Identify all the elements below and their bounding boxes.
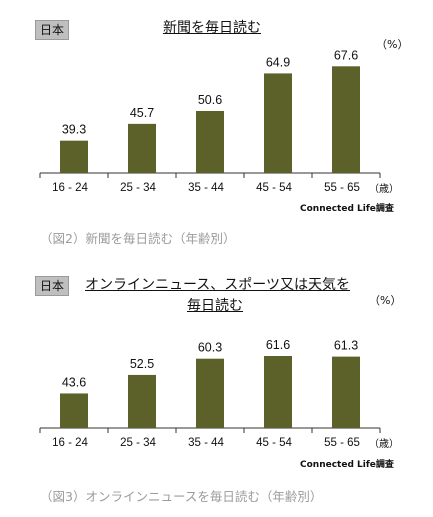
bar [60,393,88,428]
region-label: 日本 [35,276,70,296]
unit-label: （%） [369,294,402,307]
bar [196,358,224,428]
bar [332,66,360,173]
x-unit-label: （歳） [369,438,399,450]
data-label: 39.3 [62,123,86,137]
chart-title-line-1: オンラインニュース、スポーツ又は天気を [85,277,351,293]
data-label: 64.9 [266,55,290,69]
data-label: 43.6 [62,375,86,389]
region-label: 日本 [35,20,70,40]
data-label: 60.3 [198,341,222,355]
data-label: 45.7 [130,106,154,120]
x-tick-label: 45 - 54 [256,182,292,194]
source-label: Connected Life調査 [300,204,394,214]
x-tick-label: 55 - 65 [324,182,360,194]
x-tick-label: 35 - 44 [188,437,224,449]
chart-title-line: 新聞を毎日読む [163,20,261,36]
bar [60,140,88,173]
x-tick-label: 16 - 24 [52,182,88,194]
figure-caption: （図2）新聞を毎日読む（年齢別） [40,231,236,246]
chart-panel-2: 日本 オンラインニュース、スポーツ又は天気を 毎日読む （%） 43.6 16 -… [0,266,433,517]
x-unit-label: （歳） [369,183,399,195]
bar [128,123,156,173]
chart-panel-1: 日本 新聞を毎日読む （%） 39.3 16 - 24 45.7 25 - 34 50.… [0,0,433,250]
x-tick-label: 16 - 24 [52,437,88,449]
x-tick-label: 25 - 34 [120,182,156,194]
chart-title: 新聞を毎日読む [163,17,261,37]
bar [264,73,292,173]
source-label: Connected Life調査 [300,460,394,470]
bar [332,356,360,428]
bar [264,355,292,428]
bar-chart: 43.6 16 - 24 52.5 25 - 34 60.3 35 - 44 61.6 45 … [39,338,399,450]
bar [196,110,224,173]
x-tick-label: 25 - 34 [120,437,156,449]
chart-title-line-2: 毎日読む [187,298,243,314]
data-label: 52.5 [130,357,154,371]
figure-caption: （図3）オンラインニュースを毎日読む（年齢別） [40,489,323,504]
data-label: 61.3 [334,339,358,353]
x-tick-label: 35 - 44 [188,182,224,194]
data-label: 67.6 [334,48,358,62]
x-tick-label: 55 - 65 [324,437,360,449]
unit-label: （%） [376,38,409,51]
bar [128,374,156,428]
bar-chart: 39.3 16 - 24 45.7 25 - 34 50.6 35 - 44 64.9 45 … [39,48,399,195]
data-label: 61.6 [266,338,290,352]
data-label: 50.6 [198,93,222,107]
x-tick-label: 45 - 54 [256,437,292,449]
